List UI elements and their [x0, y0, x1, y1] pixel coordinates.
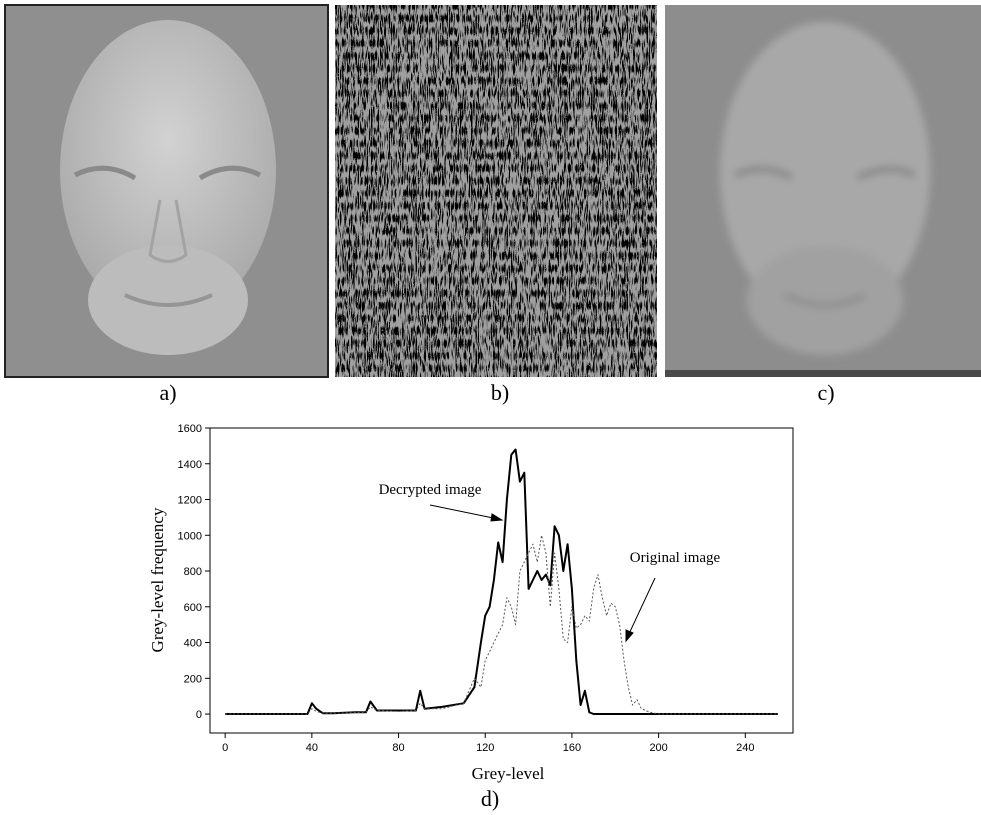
panel-label: d): [481, 786, 499, 811]
panel-label: b): [491, 380, 509, 405]
annotation-arrows: [429, 504, 656, 643]
y-tick-label: 400: [184, 638, 202, 650]
panel-label: c): [817, 380, 834, 405]
x-tick-label: 0: [222, 742, 228, 754]
x-tick-label: 200: [649, 742, 667, 754]
panel-label: a): [159, 380, 176, 405]
y-tick-label: 1200: [178, 495, 202, 507]
x-tick-label: 120: [476, 742, 494, 754]
x-axis-label: Grey-level: [472, 764, 545, 783]
decrypted-image: [665, 5, 981, 377]
y-tick-label: 0: [196, 709, 202, 721]
x-tick-label: 240: [736, 742, 754, 754]
original-image: [4, 4, 329, 378]
y-tick-label: 1600: [178, 423, 202, 435]
y-tick-label: 1400: [178, 459, 202, 471]
x-tick-label: 40: [306, 742, 318, 754]
y-tick-label: 800: [184, 566, 202, 578]
y-tick-label: 600: [184, 602, 202, 614]
x-tick-label: 80: [392, 742, 404, 754]
series-line: [225, 534, 778, 715]
x-tick-label: 160: [563, 742, 581, 754]
y-tick-label: 200: [184, 673, 202, 685]
encrypted-image: [335, 5, 657, 377]
y-tick-label: 1000: [178, 530, 202, 542]
plot-frame: [209, 427, 794, 734]
annotation: Original image: [630, 550, 721, 566]
series-line: [225, 448, 778, 715]
annotation: Decrypted image: [379, 482, 482, 498]
y-axis-label: Grey-level frequency: [148, 507, 167, 652]
